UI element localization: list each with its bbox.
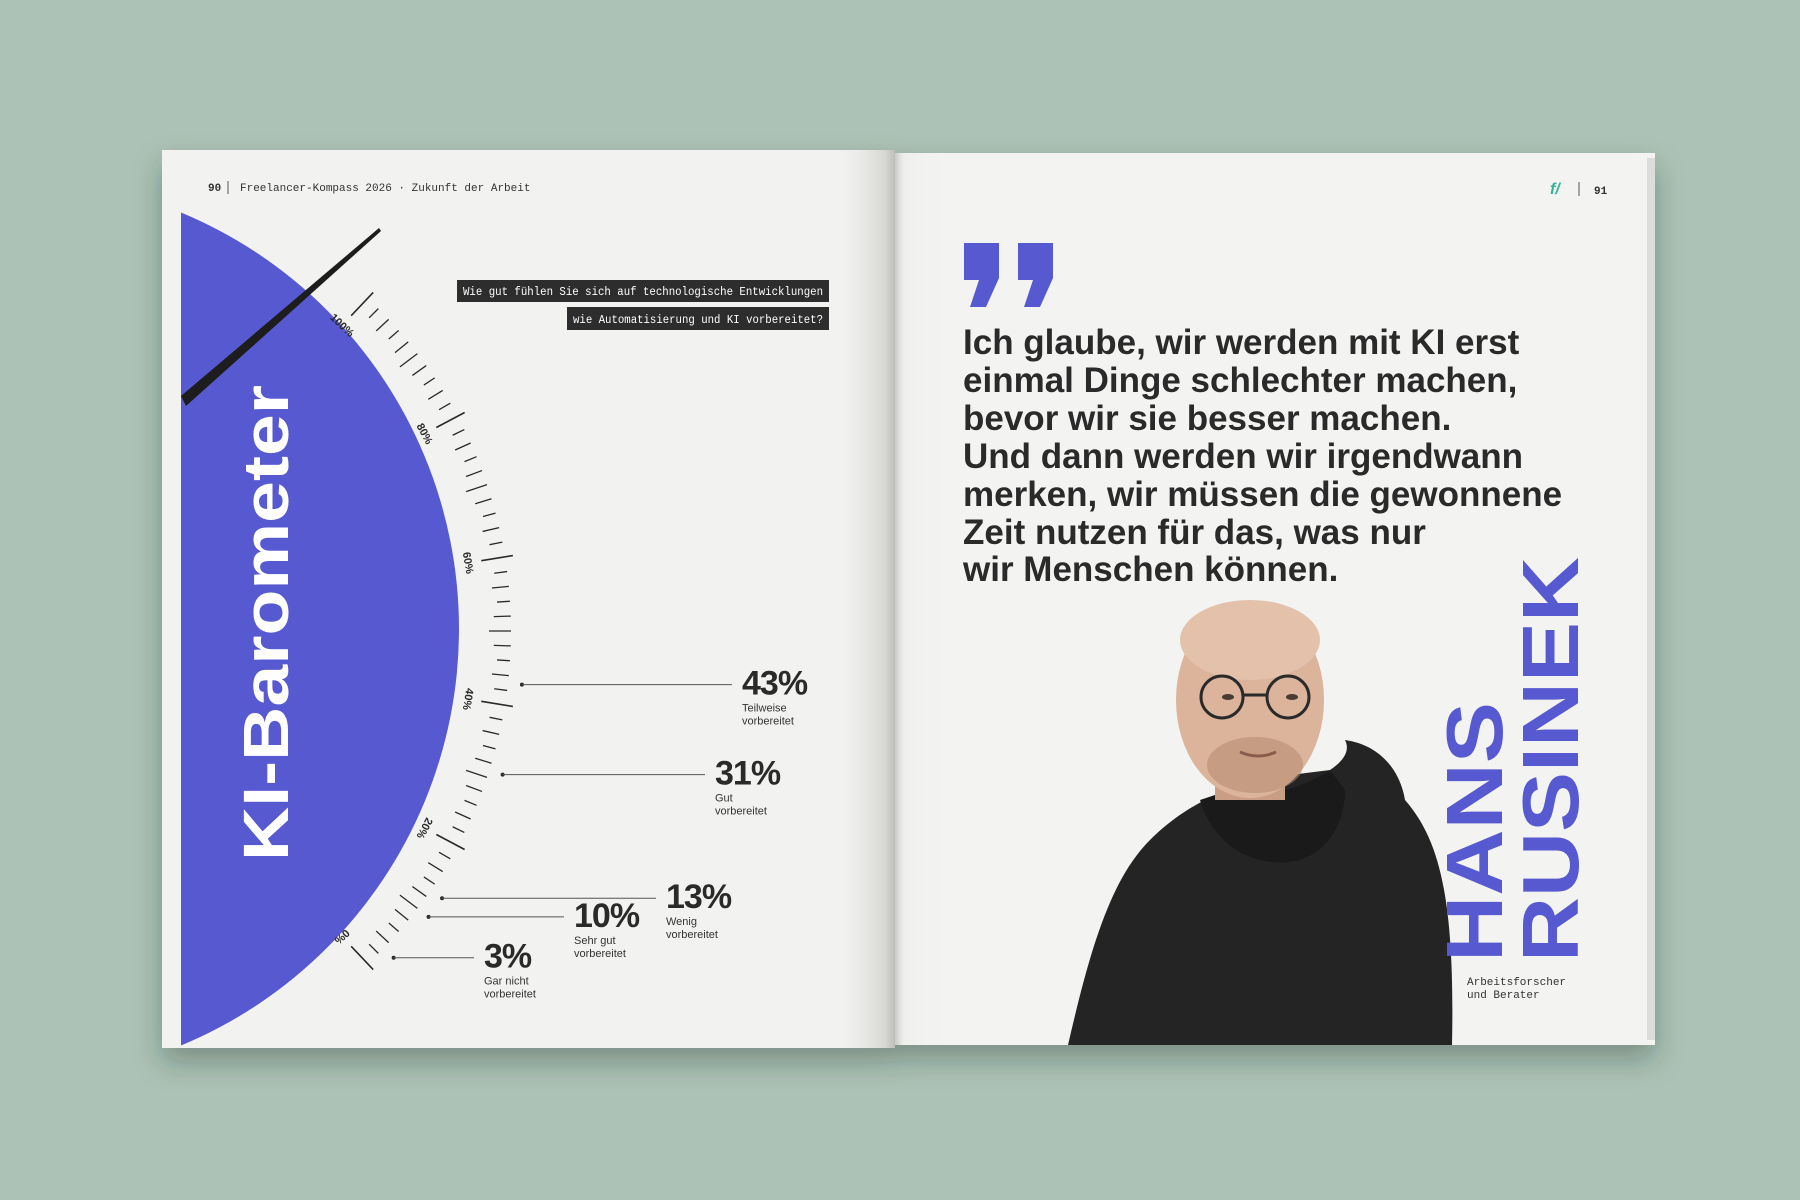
minor-tick bbox=[497, 659, 511, 662]
major-tick bbox=[481, 700, 513, 708]
role-line: und Berater bbox=[1467, 990, 1540, 1002]
minor-tick bbox=[489, 716, 503, 721]
minor-tick bbox=[412, 886, 427, 897]
result-label: vorbereitet bbox=[666, 929, 718, 941]
gauge-tick-label: 40% bbox=[460, 687, 475, 711]
minor-tick bbox=[493, 644, 511, 647]
minor-tick bbox=[482, 729, 500, 736]
page-edge bbox=[1647, 158, 1655, 1040]
minor-tick bbox=[454, 811, 471, 820]
minor-tick bbox=[388, 922, 400, 933]
result-value: 10% bbox=[574, 897, 640, 935]
minor-tick bbox=[494, 570, 508, 574]
minor-tick bbox=[388, 329, 400, 340]
major-tick bbox=[435, 833, 465, 851]
name-last: RUSINEK bbox=[1506, 557, 1595, 962]
minor-tick bbox=[489, 541, 503, 546]
result-value: 3% bbox=[484, 938, 532, 976]
gutter-shadow bbox=[895, 153, 955, 1045]
minor-tick bbox=[482, 744, 496, 750]
result-value: 31% bbox=[715, 755, 781, 793]
minor-tick bbox=[375, 318, 390, 332]
minor-tick bbox=[454, 442, 471, 451]
minor-tick bbox=[427, 389, 444, 400]
page-title: KI-Barometer bbox=[230, 385, 302, 861]
quote-line: wir Menschen können. bbox=[962, 550, 1338, 589]
quote-line: Zeit nutzen für das, was nur bbox=[963, 513, 1426, 552]
result-label: Wenig bbox=[666, 916, 697, 928]
question-line: Wie gut fühlen Sie sich auf technologisc… bbox=[463, 286, 823, 299]
minor-tick bbox=[465, 483, 488, 493]
major-tick bbox=[350, 945, 374, 971]
question-line: wie Automatisierung und KI vorbereitet? bbox=[573, 314, 823, 327]
result-label: Sehr gut bbox=[574, 935, 616, 947]
result-label: vorbereitet bbox=[574, 948, 626, 960]
minor-tick bbox=[399, 894, 418, 909]
gauge-background bbox=[181, 212, 459, 1046]
minor-tick bbox=[497, 600, 511, 603]
minor-tick bbox=[465, 469, 483, 478]
gutter-shadow bbox=[830, 150, 895, 1048]
minor-tick bbox=[452, 826, 465, 834]
minor-tick bbox=[375, 930, 390, 944]
major-tick bbox=[435, 411, 465, 429]
minor-tick bbox=[423, 377, 436, 386]
role-line: Arbeitsforscher bbox=[1467, 977, 1566, 989]
result-label: Gar nicht bbox=[484, 976, 529, 988]
quote-line: einmal Dinge schlechter machen, bbox=[963, 361, 1517, 400]
minor-tick bbox=[482, 526, 500, 533]
minor-tick bbox=[412, 365, 427, 376]
minor-tick bbox=[464, 799, 477, 806]
minor-tick bbox=[368, 308, 379, 319]
result-label: vorbereitet bbox=[484, 989, 536, 1001]
portrait bbox=[1068, 600, 1453, 1045]
page-number: 90 bbox=[208, 183, 221, 195]
minor-tick bbox=[399, 353, 418, 368]
major-tick bbox=[481, 554, 513, 562]
minor-tick bbox=[452, 428, 465, 436]
name-first: HANS bbox=[1430, 702, 1519, 962]
minor-tick bbox=[394, 908, 409, 921]
quote-mark bbox=[964, 243, 1053, 307]
quote-line: merken, wir müssen die gewonnene bbox=[963, 475, 1562, 514]
minor-tick bbox=[493, 615, 511, 618]
quote-line: Ich glaube, wir werden mit KI erst bbox=[963, 323, 1520, 362]
question-box bbox=[567, 307, 829, 330]
minor-tick bbox=[438, 851, 451, 860]
page-number: 91 bbox=[1594, 186, 1608, 198]
question-box bbox=[457, 280, 829, 302]
logo: f/ bbox=[1550, 181, 1561, 198]
running-header: Freelancer-Kompass 2026 · Zukunft der Ar… bbox=[240, 183, 530, 195]
result-label: Gut bbox=[715, 793, 733, 805]
result-value: 43% bbox=[742, 665, 808, 703]
gauge-needle bbox=[181, 228, 381, 406]
minor-tick bbox=[465, 769, 488, 779]
minor-tick bbox=[491, 673, 509, 677]
minor-tick bbox=[423, 876, 436, 885]
gauge-tick-label: 60% bbox=[460, 551, 475, 575]
minor-tick bbox=[394, 341, 409, 354]
minor-tick bbox=[368, 943, 379, 954]
quote-line: Und dann werden wir irgendwann bbox=[963, 437, 1523, 476]
quote-line: bevor wir sie besser machen. bbox=[963, 399, 1451, 438]
result-label: vorbereitet bbox=[715, 806, 767, 818]
minor-tick bbox=[465, 784, 483, 793]
minor-tick bbox=[475, 757, 492, 764]
result-value: 13% bbox=[666, 878, 732, 916]
minor-tick bbox=[427, 862, 444, 873]
minor-tick bbox=[482, 512, 496, 518]
minor-tick bbox=[494, 688, 508, 692]
major-tick bbox=[350, 291, 374, 317]
minor-tick bbox=[475, 498, 492, 505]
blue-semicircle bbox=[181, 212, 459, 1046]
result-label: Teilweise bbox=[742, 703, 787, 715]
minor-tick bbox=[491, 585, 509, 589]
result-label: vorbereitet bbox=[742, 716, 794, 728]
minor-tick bbox=[438, 402, 451, 411]
minor-tick bbox=[464, 456, 477, 463]
